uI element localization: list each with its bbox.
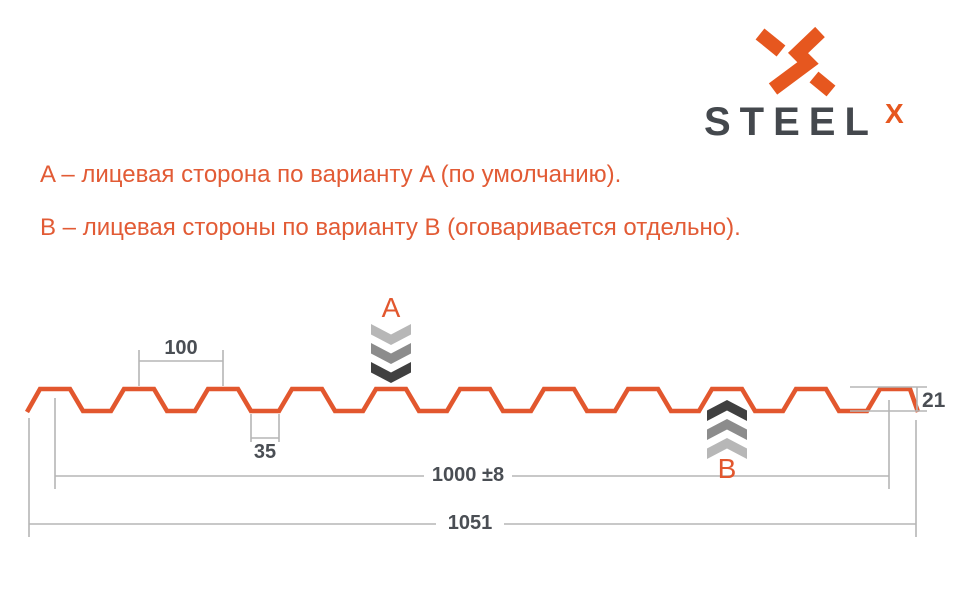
dim-bottom-flat-lines [250,414,280,442]
steelx-logo-icon [755,26,836,97]
logo-x-central-stroke [768,26,825,95]
dim-height-label: 21 [922,389,946,412]
variant-a-arrow-icon [371,324,411,383]
variant-a-letter: A [381,292,401,323]
note-variant-b: B – лицевая стороны по варианту B (огова… [40,214,741,241]
dim-overall-width-label: 1051 [447,512,493,534]
dim-working-width-lines [54,398,890,489]
variant-b-letter: B [717,453,737,484]
dim-overall-width-lines [28,418,917,537]
logo-x-topleft-arm [755,28,786,57]
logo-x-bottomright-arm [809,71,836,97]
dim-bottom-flat-label: 35 [253,441,277,463]
note-variant-a: A – лицевая сторона по варианту A (по ум… [40,161,622,188]
brand-wordmark-x: X [885,98,904,129]
profile-sheet-line [24,386,921,414]
dim-pitch-lines [138,350,224,386]
brand-wordmark: STEEL [704,100,878,144]
dim-pitch-label: 100 [164,337,198,359]
dim-working-width-label: 1000 ±8 [431,464,505,486]
variant-b-arrow-icon [707,400,747,459]
